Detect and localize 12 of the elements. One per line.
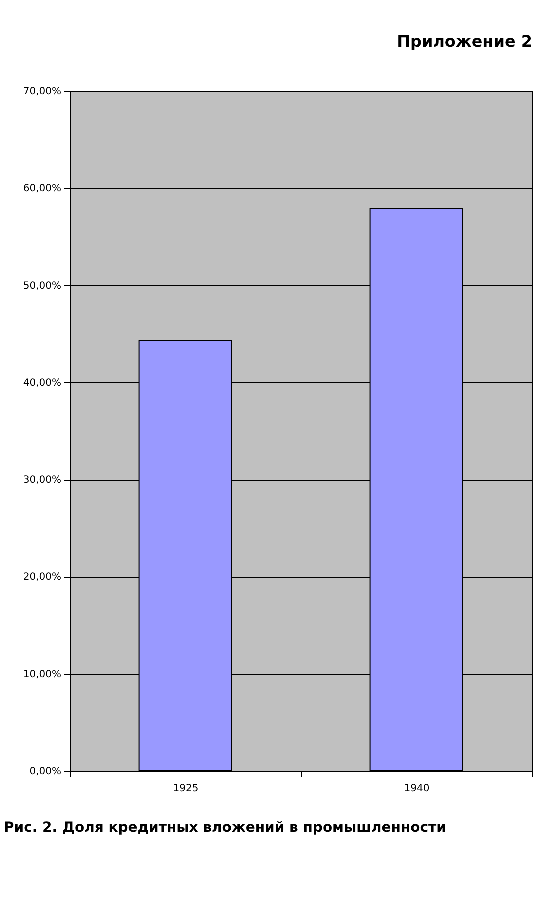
y-tick-label: 70,00% [23,86,62,98]
x-tick-label: 1925 [173,784,199,794]
y-tick-label: 0,00% [30,766,62,778]
text: Рис. 2. Доля кредитных вложений в промышленности [4,820,446,836]
y-tick-label: 50,00% [23,280,62,292]
y-tick-label: 10,00% [23,669,62,680]
y-tick-label: 30,00% [23,475,62,486]
chart-title: Приложение 2 [397,32,532,51]
y-tick-label: 40,00% [23,378,62,389]
y-tick-label: 60,00% [23,184,62,195]
x-tick-label: 1940 [404,784,430,794]
y-tick-label: 20,00% [23,572,62,584]
